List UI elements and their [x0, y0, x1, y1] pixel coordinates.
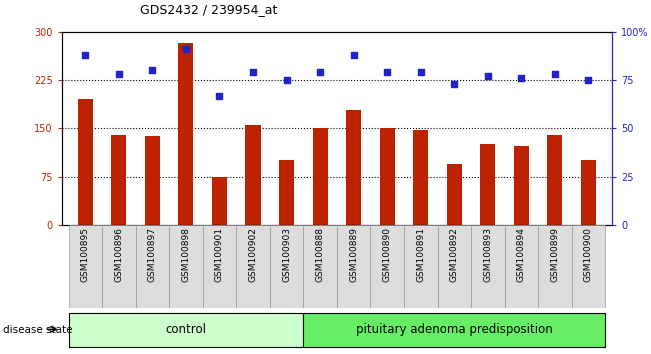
Point — [449, 81, 460, 87]
Point — [281, 77, 292, 83]
Point — [315, 69, 326, 75]
Text: GSM100897: GSM100897 — [148, 227, 157, 282]
Text: GSM100900: GSM100900 — [584, 227, 593, 282]
Text: GSM100896: GSM100896 — [115, 227, 124, 282]
Text: GSM100888: GSM100888 — [316, 227, 325, 282]
Bar — [572, 225, 605, 308]
Bar — [77, 99, 93, 225]
Bar — [437, 225, 471, 308]
Bar — [514, 146, 529, 225]
Bar — [370, 225, 404, 308]
Bar — [279, 160, 294, 225]
Bar — [270, 225, 303, 308]
Bar — [135, 225, 169, 308]
Point — [181, 46, 191, 52]
Point — [482, 73, 493, 79]
Bar — [471, 225, 505, 308]
Point — [214, 93, 225, 98]
Bar — [202, 225, 236, 308]
Text: control: control — [165, 323, 206, 336]
Text: GSM100894: GSM100894 — [517, 227, 526, 282]
Bar — [169, 225, 202, 308]
Bar — [68, 225, 102, 308]
Bar — [68, 313, 303, 347]
Text: pituitary adenoma predisposition: pituitary adenoma predisposition — [356, 323, 553, 336]
Point — [382, 69, 393, 75]
Bar — [303, 313, 605, 347]
Text: GSM100895: GSM100895 — [81, 227, 90, 282]
Text: GSM100902: GSM100902 — [249, 227, 258, 282]
Bar — [245, 125, 260, 225]
Bar — [581, 160, 596, 225]
Bar — [145, 136, 160, 225]
Bar — [547, 135, 562, 225]
Point — [583, 77, 594, 83]
Text: GSM100903: GSM100903 — [282, 227, 291, 282]
Point — [80, 52, 90, 58]
Bar — [538, 225, 572, 308]
Text: GSM100901: GSM100901 — [215, 227, 224, 282]
Point — [348, 52, 359, 58]
Text: GSM100889: GSM100889 — [349, 227, 358, 282]
Text: GSM100899: GSM100899 — [550, 227, 559, 282]
Bar — [447, 164, 462, 225]
Point — [147, 68, 158, 73]
Bar — [236, 225, 270, 308]
Point — [248, 69, 258, 75]
Bar — [380, 128, 395, 225]
Point — [114, 72, 124, 77]
Text: GSM100898: GSM100898 — [182, 227, 191, 282]
Bar — [303, 225, 337, 308]
Bar — [346, 110, 361, 225]
Text: GSM100890: GSM100890 — [383, 227, 392, 282]
Bar — [337, 225, 370, 308]
Text: disease state: disease state — [3, 325, 73, 335]
Bar — [312, 128, 327, 225]
Bar — [505, 225, 538, 308]
Bar — [111, 135, 126, 225]
Point — [415, 69, 426, 75]
Text: GSM100892: GSM100892 — [450, 227, 459, 282]
Text: GDS2432 / 239954_at: GDS2432 / 239954_at — [140, 3, 277, 16]
Text: GSM100891: GSM100891 — [416, 227, 425, 282]
Bar — [102, 225, 135, 308]
Text: GSM100893: GSM100893 — [483, 227, 492, 282]
Point — [549, 72, 560, 77]
Bar — [480, 144, 495, 225]
Bar — [212, 177, 227, 225]
Point — [516, 75, 527, 81]
Bar — [178, 43, 193, 225]
Bar — [404, 225, 437, 308]
Bar — [413, 130, 428, 225]
